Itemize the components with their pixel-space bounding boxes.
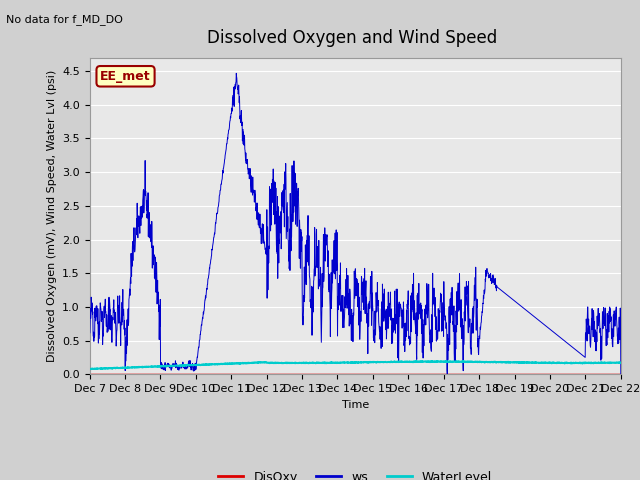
- Text: EE_met: EE_met: [100, 70, 151, 83]
- X-axis label: Time: Time: [342, 400, 369, 409]
- Legend: DisOxy, ws, WaterLevel: DisOxy, ws, WaterLevel: [213, 466, 497, 480]
- Text: Dissolved Oxygen and Wind Speed: Dissolved Oxygen and Wind Speed: [207, 29, 497, 47]
- Text: No data for f_MD_DO: No data for f_MD_DO: [6, 14, 124, 25]
- Y-axis label: Dissolved Oxygen (mV), Wind Speed, Water Lvl (psi): Dissolved Oxygen (mV), Wind Speed, Water…: [47, 70, 56, 362]
